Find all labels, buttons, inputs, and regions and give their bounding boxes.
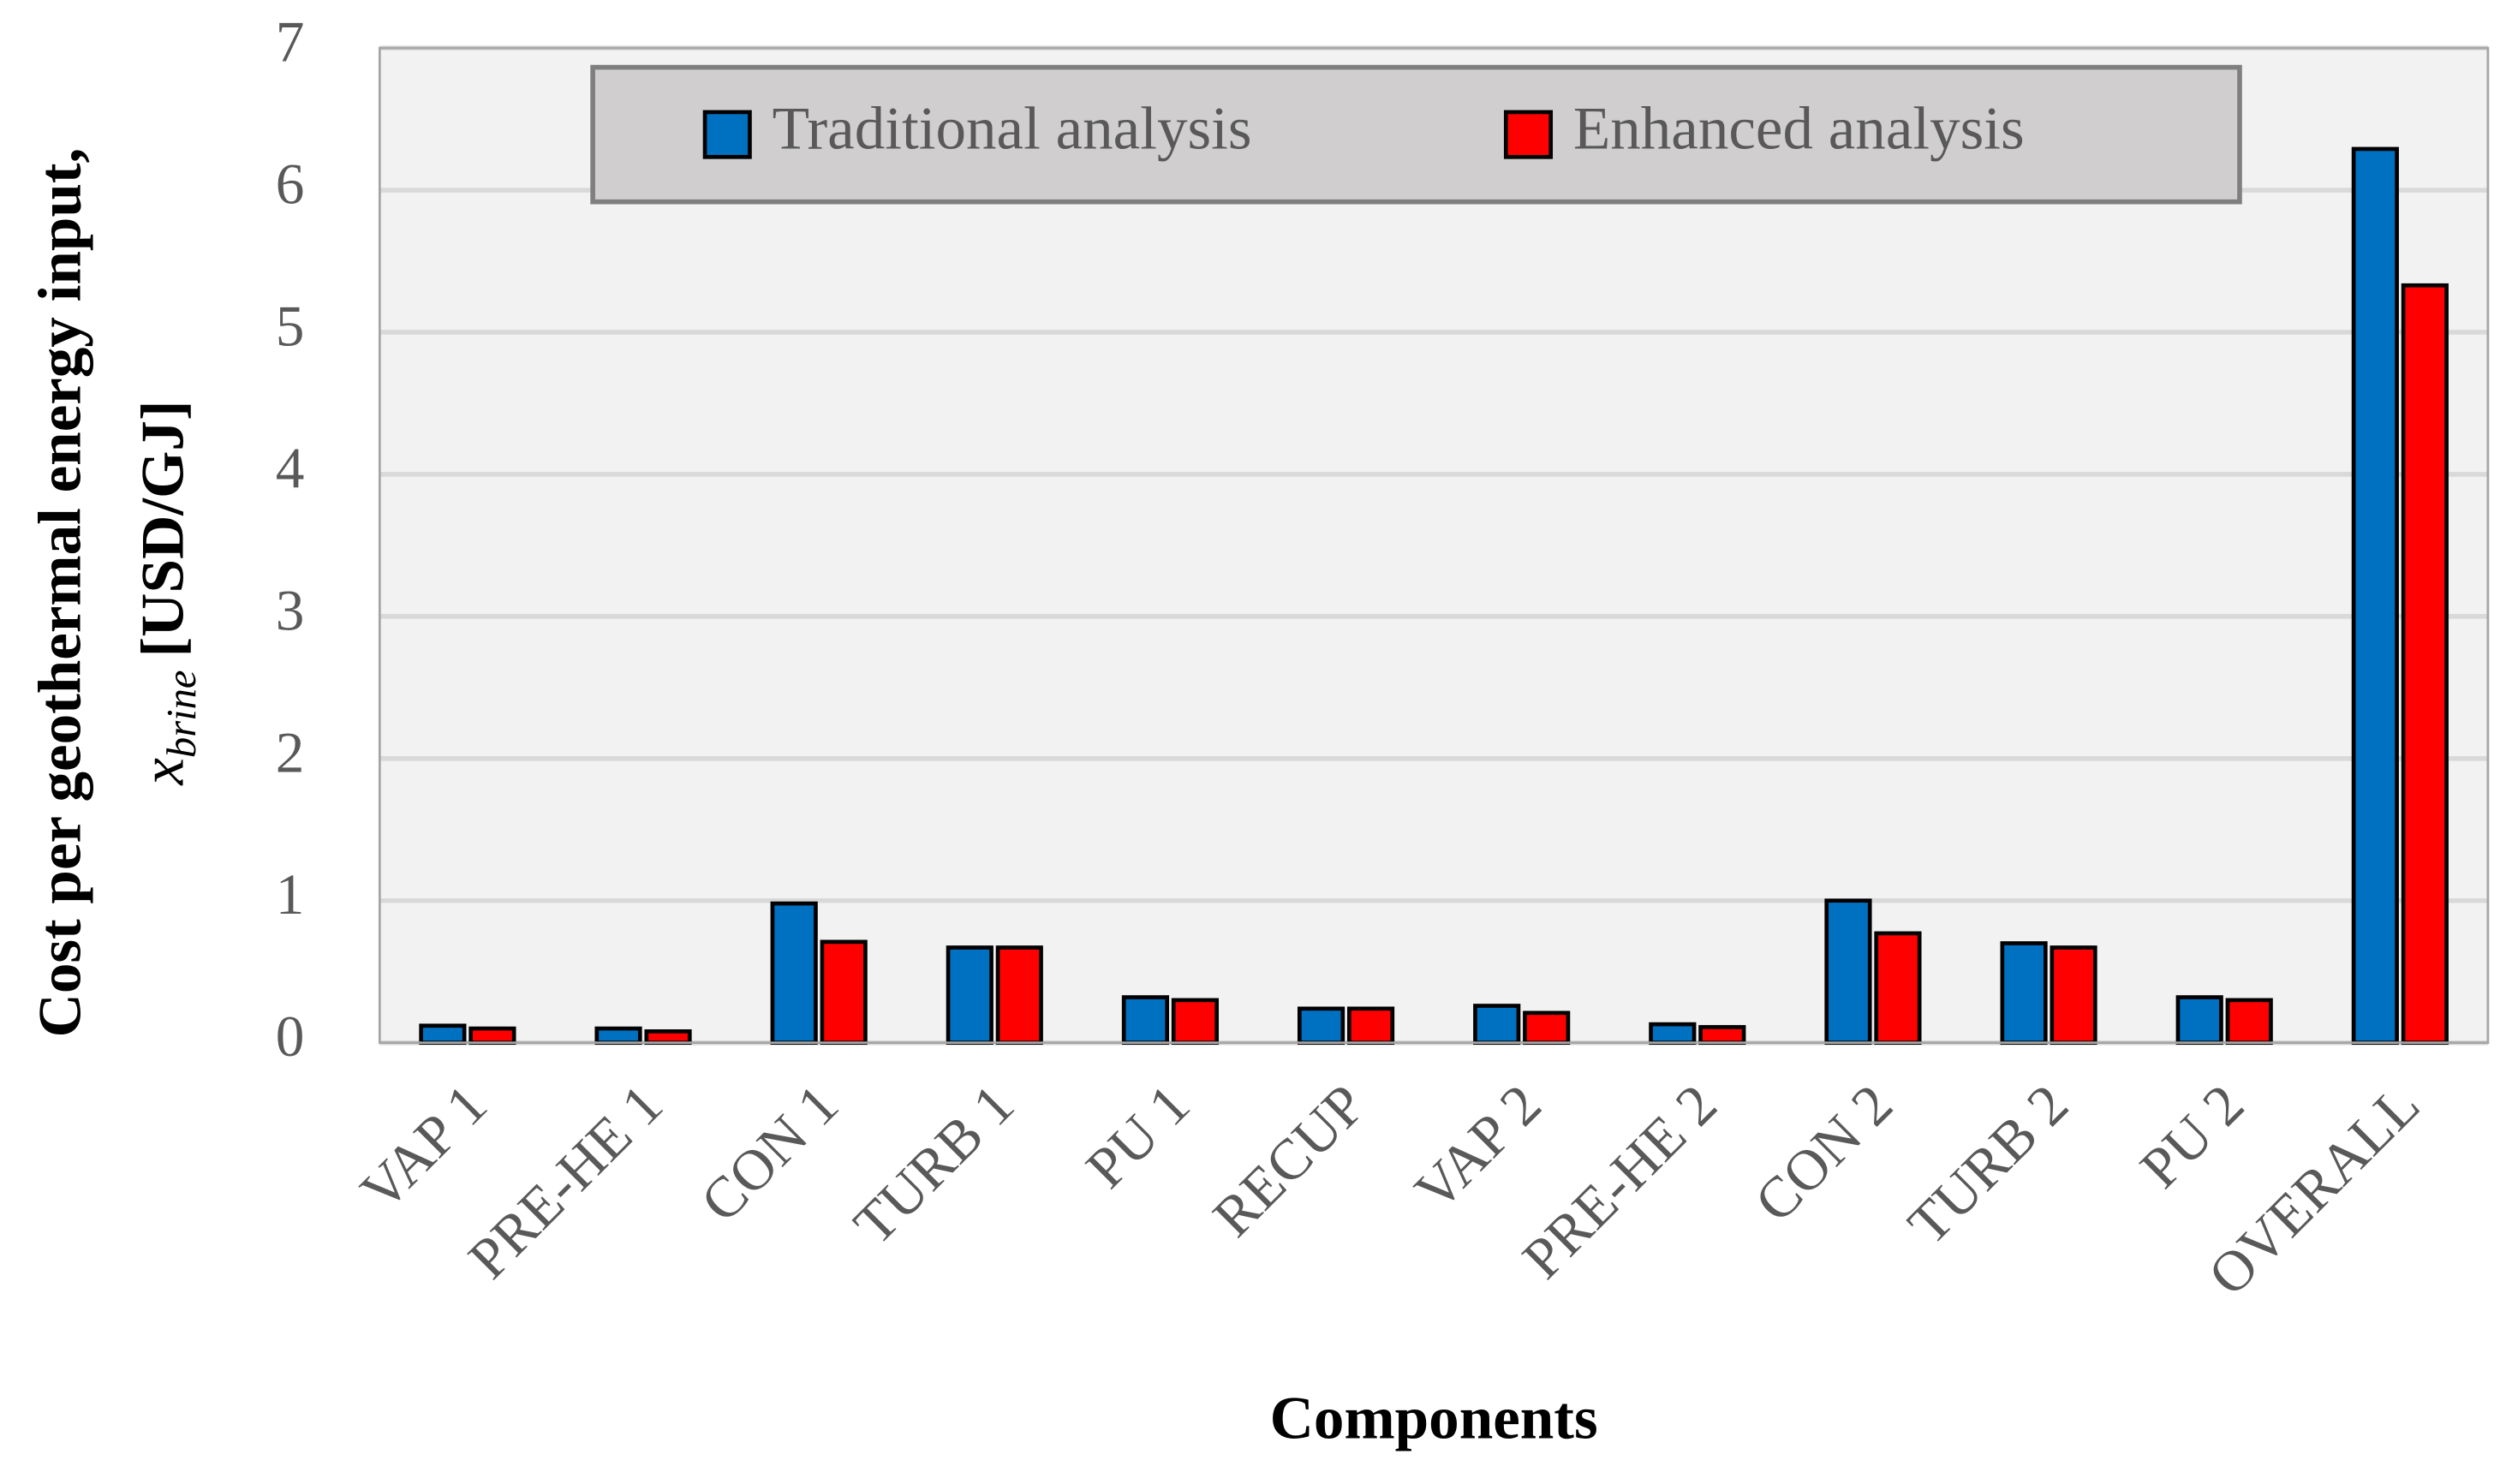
y-tick-label: 7 bbox=[276, 10, 305, 74]
y-tick-label: 0 bbox=[276, 1004, 305, 1069]
bar bbox=[644, 1029, 692, 1046]
bar bbox=[2351, 146, 2399, 1046]
plot-border bbox=[378, 46, 2490, 1045]
x-tick-label: RECUP bbox=[1201, 1072, 1377, 1249]
x-tick-label: PU 1 bbox=[1074, 1072, 1202, 1201]
bar bbox=[1523, 1010, 1571, 1046]
bar bbox=[1121, 995, 1170, 1046]
y-tick-label: 5 bbox=[276, 294, 305, 358]
x-tick-label: VAP 1 bbox=[349, 1072, 499, 1223]
y-tick-label: 1 bbox=[276, 862, 305, 927]
bars bbox=[419, 146, 2449, 1046]
y-symbol: x bbox=[129, 758, 196, 786]
y-unit: [USD/GJ] bbox=[129, 400, 196, 657]
bar bbox=[995, 945, 1043, 1046]
x-tick-label: PRE-HE 2 bbox=[1510, 1072, 1728, 1290]
y-axis-title: Cost per geothermal energy input, xbrine… bbox=[27, 148, 206, 1038]
bar bbox=[2000, 941, 2048, 1046]
x-axis-title: Components bbox=[1270, 1386, 1598, 1452]
bar bbox=[1171, 998, 1220, 1046]
y-tick-label: 2 bbox=[276, 720, 305, 784]
y-axis-title-line1: Cost per geothermal energy input, bbox=[27, 148, 94, 1038]
x-tick-label: PU 2 bbox=[2127, 1072, 2256, 1201]
x-tick-label: TURB 2 bbox=[1895, 1072, 2080, 1257]
x-tick-label: TURB 1 bbox=[841, 1072, 1026, 1257]
bar bbox=[1346, 1006, 1395, 1046]
y-axis-title-line2: xbrine [USD/GJ] bbox=[129, 400, 205, 785]
bar bbox=[468, 1026, 516, 1046]
bar bbox=[1874, 931, 1922, 1046]
bar bbox=[594, 1026, 642, 1046]
legend-label: Traditional analysis bbox=[773, 95, 1252, 162]
bar bbox=[1473, 1004, 1521, 1046]
legend-swatch bbox=[702, 110, 752, 159]
x-tick-label: VAP 2 bbox=[1402, 1072, 1553, 1223]
y-tick-label: 4 bbox=[276, 436, 305, 500]
bar bbox=[2050, 945, 2097, 1046]
y-tick-label: 3 bbox=[276, 578, 305, 642]
x-tick-label: CON 1 bbox=[689, 1072, 850, 1234]
bar bbox=[946, 945, 993, 1046]
y-subscript: brine bbox=[158, 670, 205, 758]
legend-label: Enhanced analysis bbox=[1573, 95, 2025, 162]
x-tick-label: CON 2 bbox=[1742, 1072, 1904, 1234]
y-tick-label: 6 bbox=[276, 152, 305, 217]
bar bbox=[419, 1023, 467, 1046]
legend-swatch bbox=[1503, 110, 1554, 159]
bar bbox=[770, 901, 818, 1046]
bar bbox=[1698, 1025, 1746, 1046]
plot-area bbox=[379, 48, 2488, 1043]
bar bbox=[1824, 898, 1872, 1046]
bar bbox=[820, 939, 868, 1046]
legend-box bbox=[590, 64, 2242, 205]
bar bbox=[2175, 995, 2223, 1046]
bar bbox=[1649, 1022, 1697, 1046]
legend: Traditional analysis Enhanced analysis bbox=[590, 64, 2242, 205]
bar bbox=[2225, 998, 2273, 1046]
bar bbox=[1297, 1006, 1346, 1046]
bar bbox=[2401, 283, 2449, 1046]
x-tick-label: PRE-HE 1 bbox=[456, 1072, 674, 1290]
